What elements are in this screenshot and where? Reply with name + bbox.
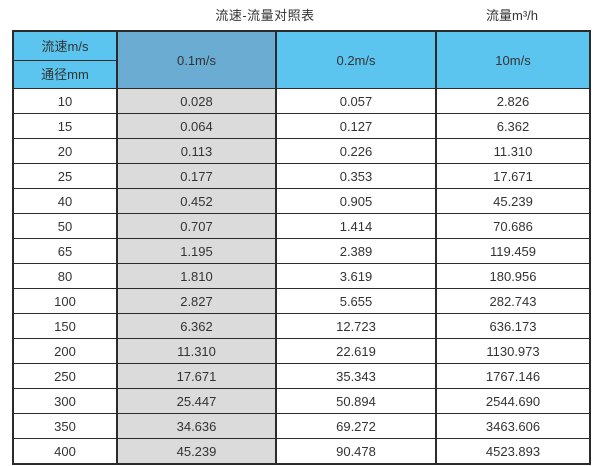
diameter-cell: 40: [12, 188, 118, 214]
flow-0-2ms-cell: 3.619: [275, 263, 437, 289]
flow-0-1ms-cell: 0.707: [116, 213, 277, 239]
flow-0-2ms-cell: 50.894: [275, 388, 437, 414]
flow-rate-table: 流速m/s 通径mm 0.1m/s 0.2m/s 10m/s 10 0.028 …: [12, 30, 591, 465]
flow-0-1ms-cell: 1.195: [116, 238, 277, 264]
flow-0-2ms-cell: 0.353: [275, 163, 437, 189]
table-row: 350 34.636 69.272 3463.606: [12, 413, 591, 439]
flow-10ms-cell: 180.956: [435, 263, 591, 289]
diameter-cell: 350: [12, 413, 118, 439]
flow-10ms-cell: 2544.690: [435, 388, 591, 414]
table-row: 150 6.362 12.723 636.173: [12, 313, 591, 339]
diameter-cell: 400: [12, 438, 118, 465]
header-cell-split: 流速m/s 通径mm: [12, 30, 118, 89]
table-row: 25 0.177 0.353 17.671: [12, 163, 591, 189]
flow-10ms-cell: 6.362: [435, 113, 591, 139]
diameter-cell: 50: [12, 213, 118, 239]
diameter-axis-label: 通径mm: [41, 66, 89, 82]
header-cell-10ms: 10m/s: [435, 30, 591, 89]
diameter-cell: 65: [12, 238, 118, 264]
table-row: 200 11.310 22.619 1130.973: [12, 338, 591, 364]
flow-10ms-cell: 45.239: [435, 188, 591, 214]
diameter-cell: 10: [12, 88, 118, 114]
table-row: 300 25.447 50.894 2544.690: [12, 388, 591, 414]
diameter-cell: 25: [12, 163, 118, 189]
flow-0-1ms-cell: 45.239: [116, 438, 277, 465]
flow-0-1ms-cell: 0.177: [116, 163, 277, 189]
flow-10ms-cell: 1130.973: [435, 338, 591, 364]
diameter-cell: 80: [12, 263, 118, 289]
table-row: 100 2.827 5.655 282.743: [12, 288, 591, 314]
diameter-cell: 100: [12, 288, 118, 314]
flow-10ms-cell: 282.743: [435, 288, 591, 314]
flow-0-2ms-cell: 1.414: [275, 213, 437, 239]
table-row: 80 1.810 3.619 180.956: [12, 263, 591, 289]
flow-0-1ms-cell: 0.452: [116, 188, 277, 214]
flow-0-1ms-cell: 11.310: [116, 338, 277, 364]
table-row: 250 17.671 35.343 1767.146: [12, 363, 591, 389]
flow-0-2ms-cell: 90.478: [275, 438, 437, 465]
diameter-cell: 15: [12, 113, 118, 139]
diameter-cell: 20: [12, 138, 118, 164]
header-cell-0-2ms: 0.2m/s: [275, 30, 437, 89]
flow-10ms-cell: 1767.146: [435, 363, 591, 389]
table-row: 20 0.113 0.226 11.310: [12, 138, 591, 164]
diameter-cell: 250: [12, 363, 118, 389]
flow-0-1ms-cell: 17.671: [116, 363, 277, 389]
flow-0-2ms-cell: 0.057: [275, 88, 437, 114]
flow-0-2ms-cell: 69.272: [275, 413, 437, 439]
flow-10ms-cell: 2.826: [435, 88, 591, 114]
flow-10ms-cell: 3463.606: [435, 413, 591, 439]
flow-0-1ms-cell: 6.362: [116, 313, 277, 339]
flow-0-2ms-cell: 0.226: [275, 138, 437, 164]
flow-0-2ms-cell: 2.389: [275, 238, 437, 264]
flow-0-1ms-cell: 34.636: [116, 413, 277, 439]
diameter-cell: 300: [12, 388, 118, 414]
header-cell-0-1ms: 0.1m/s: [116, 30, 277, 89]
table-row: 40 0.452 0.905 45.239: [12, 188, 591, 214]
flow-10ms-cell: 636.173: [435, 313, 591, 339]
table-row: 65 1.195 2.389 119.459: [12, 238, 591, 264]
header-row: 流速m/s 通径mm 0.1m/s 0.2m/s 10m/s: [12, 30, 591, 89]
flow-0-2ms-cell: 12.723: [275, 313, 437, 339]
flow-0-1ms-cell: 1.810: [116, 263, 277, 289]
flow-0-2ms-cell: 0.905: [275, 188, 437, 214]
flow-0-1ms-cell: 0.064: [116, 113, 277, 139]
flow-0-1ms-cell: 0.028: [116, 88, 277, 114]
diameter-cell: 150: [12, 313, 118, 339]
table-row: 400 45.239 90.478 4523.893: [12, 438, 591, 465]
flow-10ms-cell: 11.310: [435, 138, 591, 164]
flow-10ms-cell: 119.459: [435, 238, 591, 264]
table-row: 50 0.707 1.414 70.686: [12, 213, 591, 239]
velocity-axis-label: 流速m/s: [14, 33, 116, 61]
flow-10ms-cell: 17.671: [435, 163, 591, 189]
table-row: 15 0.064 0.127 6.362: [12, 113, 591, 139]
flow-unit-title: 流量m³/h: [485, 8, 538, 23]
flow-0-2ms-cell: 35.343: [275, 363, 437, 389]
flow-0-1ms-cell: 2.827: [116, 288, 277, 314]
page-title: 流速-流量对照表: [215, 8, 315, 23]
flow-10ms-cell: 4523.893: [435, 438, 591, 465]
diameter-cell: 200: [12, 338, 118, 364]
flow-0-2ms-cell: 22.619: [275, 338, 437, 364]
table-header: 流速m/s 通径mm 0.1m/s 0.2m/s 10m/s: [12, 30, 591, 89]
flow-0-2ms-cell: 0.127: [275, 113, 437, 139]
flow-10ms-cell: 70.686: [435, 213, 591, 239]
flow-0-2ms-cell: 5.655: [275, 288, 437, 314]
flow-0-1ms-cell: 0.113: [116, 138, 277, 164]
table-body: 10 0.028 0.057 2.826 15 0.064 0.127 6.36…: [12, 88, 591, 465]
table-row: 10 0.028 0.057 2.826: [12, 88, 591, 114]
flow-0-1ms-cell: 25.447: [116, 388, 277, 414]
